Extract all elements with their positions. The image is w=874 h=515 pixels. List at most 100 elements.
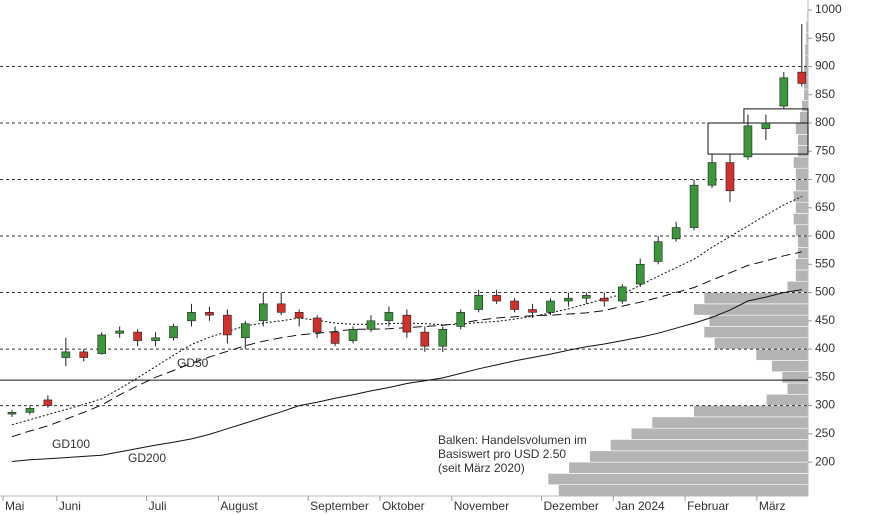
moving-average [11,289,802,462]
candle-body [743,125,753,158]
candle-body [169,326,178,339]
volume-bar [693,405,809,418]
y-tick-label: 250 [815,426,835,440]
candle-body [384,312,394,322]
candle-body [79,351,89,358]
candle-body [7,412,17,415]
candle-body [205,312,214,316]
x-tick-label: Oktober [382,499,425,513]
volume-bar [708,314,809,327]
candle-body [564,297,573,302]
x-tick-label: August [220,499,258,513]
candle-body [241,323,250,339]
volume-bar [795,201,809,214]
candle-body [635,263,645,285]
volume-bar [795,224,809,237]
y-tick-label: 750 [815,143,835,157]
ma-label: GD50 [177,356,209,370]
candle-body [151,337,160,341]
volume-bar [799,111,809,124]
candle-body [582,295,591,299]
volume-bar [766,393,809,406]
x-tick-label: Juni [59,499,81,513]
volume-bar [793,213,809,226]
y-tick-label: 850 [815,87,835,101]
volume-bar [797,235,809,248]
x-tick-label: Februar [687,499,729,513]
candle-body [420,331,430,347]
x-tick-label: März [759,499,786,513]
volume-bar [703,326,809,339]
candle-body [456,312,466,327]
candle-body [438,328,448,347]
y-tick-label: 1000 [815,2,842,16]
volume-bar [771,360,809,372]
candle-body [725,162,735,192]
candle-body [671,227,681,240]
candle-body [61,351,71,358]
candle-body [402,314,412,333]
candle-body [707,162,717,186]
x-tick-label: November [454,499,509,513]
x-tick-label: Jan 2024 [615,499,665,513]
volume-bar [795,179,809,192]
y-tick-label: 400 [815,341,835,355]
candle-body [546,300,555,313]
candle-body [761,122,771,129]
candle-body [617,286,627,302]
volume-bar [610,439,809,452]
y-tick-label: 800 [815,115,835,129]
zone [743,108,809,124]
candle-body [276,303,286,313]
volume-bar [795,122,809,135]
candle-body [653,241,663,262]
volume-bar [714,337,809,350]
zone [707,122,809,155]
candle-body [689,184,699,228]
volume-bar [797,145,809,158]
y-tick-label: 550 [815,256,835,270]
candle-body [43,399,53,406]
annotation: Basiswert pro USD 2.50 [438,447,566,461]
volume-bar [803,88,809,101]
y-tick-label: 500 [815,285,835,299]
volume-bar [801,100,809,113]
volume-bar [797,134,809,146]
moving-average [11,251,802,438]
volume-bar [755,348,809,361]
candle-body [492,295,501,302]
ma-label: GD200 [128,451,166,465]
candle-body [779,77,789,107]
volume-bar [793,156,809,169]
candle-body [133,331,142,341]
candle-body [258,303,268,322]
candle-body [97,334,107,354]
candle-body [330,331,340,344]
candle-body [348,328,358,341]
candle-body [600,297,609,302]
candle-body [25,408,35,413]
x-tick-label: Dezember [544,499,599,513]
annotation: (seit März 2020) [438,461,525,475]
annotation: Balken: Handelsvolumen im [438,433,587,447]
volume-bar [703,292,809,305]
y-tick-label: 200 [815,454,835,468]
candle-body [115,330,124,334]
x-tick-label: September [310,499,369,513]
y-tick-label: 300 [815,398,835,412]
volume-bar [795,258,809,271]
volume-bar [547,473,809,485]
y-tick-label: 450 [815,313,835,327]
y-tick-label: 900 [815,59,835,73]
candle-body [528,309,537,313]
candle-body [312,317,322,333]
x-tick-label: Juli [149,499,167,513]
volume-bar [693,303,809,316]
candle-body [366,320,376,330]
candle-body [474,295,483,310]
y-tick-label: 650 [815,200,835,214]
y-tick-label: 350 [815,369,835,383]
candle-body [797,71,807,84]
